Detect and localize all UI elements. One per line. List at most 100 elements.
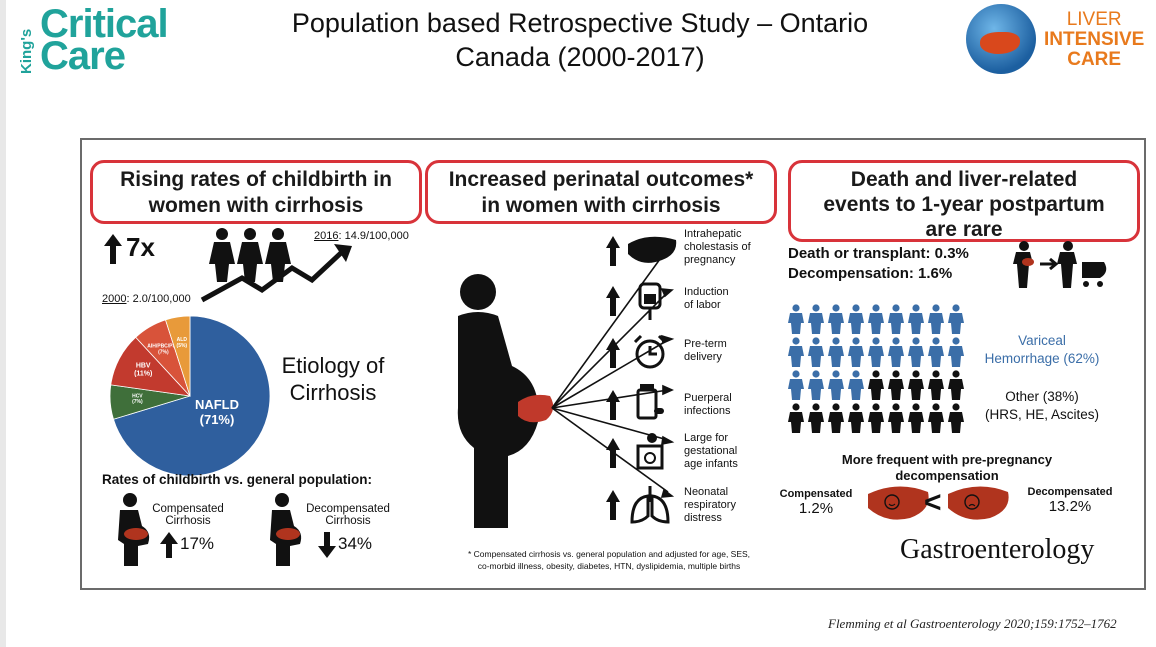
woman-figure-icon xyxy=(908,337,924,367)
graphical-abstract: Rising rates of childbirth in women with… xyxy=(80,138,1146,590)
outcome-label: Induction of labor xyxy=(684,286,729,312)
more-line1: More frequent with pre-pregnancy xyxy=(841,452,1053,467)
up-arrow-icon xyxy=(606,438,620,468)
footnote-line2: co-morbid illness, obesity, diabetes, HT… xyxy=(477,561,741,571)
woman-figure-icon xyxy=(808,403,824,433)
up-arrow-icon xyxy=(104,234,122,264)
woman-figure-icon xyxy=(808,304,824,334)
woman-figure-icon xyxy=(788,370,804,400)
logo-kings-text: King's xyxy=(18,28,35,74)
panel2-heading-box: Increased perinatal outcomes* in women w… xyxy=(425,160,777,224)
panel2-heading-line2: in women with cirrhosis xyxy=(481,194,721,217)
infant-scale-icon xyxy=(636,433,664,470)
compensated-compare-value: 1.2% xyxy=(798,500,834,517)
outcome-line: of labor xyxy=(684,299,721,311)
slide-title: Population based Retrospective Study – O… xyxy=(210,6,950,74)
variceal-hemorrhage-icon-array xyxy=(788,304,964,433)
logo-liver-text: LIVER xyxy=(1066,9,1122,30)
rate-2016-text: : 14.9/100,000 xyxy=(338,230,409,242)
pie-slice-ald xyxy=(165,315,191,397)
perinatal-footnote: * Compensated cirrhosis vs. general popu… xyxy=(442,548,776,572)
mother-baby-postpartum-icon xyxy=(1013,241,1107,288)
pregnant-woman-silhouette-icon xyxy=(457,274,539,528)
outcome-line: Puerperal xyxy=(684,392,732,404)
woman-figure-icon xyxy=(928,304,944,334)
outcome-line: Induction xyxy=(684,286,729,298)
woman-figure-icon xyxy=(828,403,844,433)
childbirth-trend-graphic xyxy=(104,228,352,303)
variceal-line1: Variceal xyxy=(1018,333,1066,348)
citation: Flemming et al Gastroenterology 2020;159… xyxy=(828,616,1117,631)
compensated-label: Compensated Cirrhosis xyxy=(148,503,228,527)
slide-title-line2: Canada (2000-2017) xyxy=(455,42,705,72)
woman-figure-icon xyxy=(948,337,964,367)
liver-icon xyxy=(518,394,554,423)
outcome-label: Neonatal respiratory distress xyxy=(684,486,736,525)
year-2000-text: 2000 xyxy=(102,293,127,305)
panel3-heading-line2: events to 1-year postpartum xyxy=(823,193,1105,216)
variceal-line2: Hemorrhage (62%) xyxy=(984,351,1100,366)
compensated-value: 17% xyxy=(180,534,215,553)
pregnant-woman-outcomes-graphic xyxy=(457,242,675,528)
liver-icon xyxy=(980,32,1020,54)
pie-label: HCV (7%) xyxy=(132,393,143,405)
panel2-heading-line1: Increased perinatal outcomes* xyxy=(448,168,754,191)
death-decomp-stats: Death or transplant: 0.3% Decompensation… xyxy=(788,244,969,284)
etiology-pie-chart: NAFLD (71%) HCV (7%) HBV (11%) AIH/PBC/PSC (7%)… xyxy=(109,315,271,477)
pie-label: AIH/PBC/PSC (7%) xyxy=(147,344,180,356)
woman-figure-icon xyxy=(828,337,844,367)
outcome-label: Large for gestational age infants xyxy=(684,432,738,471)
up-arrow-icon xyxy=(606,490,620,520)
woman-figure-icon xyxy=(788,403,804,433)
up-arrow-icon xyxy=(606,236,620,266)
decompensated-compare-value: 13.2% xyxy=(1048,498,1092,515)
outcome-label: Pre-term delivery xyxy=(684,338,727,364)
outcome-line: distress xyxy=(684,512,722,524)
up-arrow-icon xyxy=(160,532,178,558)
rate-2016: 2016: 14.9/100,000 xyxy=(314,230,409,242)
multiplier-text: 7x xyxy=(126,232,155,262)
woman-figure-icon xyxy=(788,304,804,334)
woman-figure-icon xyxy=(828,304,844,334)
liver-intensive-care-logo: LIVER INTENSIVE CARE xyxy=(962,2,1152,78)
outcome-label: Intrahepatic cholestasis of pregnancy xyxy=(684,228,751,267)
less-than-symbol: < xyxy=(924,486,942,519)
other-line2: (HRS, HE, Ascites) xyxy=(984,407,1100,422)
woman-figure-icon xyxy=(888,370,904,400)
woman-figure-icon xyxy=(928,337,944,367)
year-2016-text: 2016 xyxy=(314,230,339,242)
compensated-compare-label: Compensated xyxy=(779,488,853,500)
pregnant-woman-icon-compensated xyxy=(118,493,150,566)
variceal-label: Variceal Hemorrhage (62%) xyxy=(982,332,1102,368)
outcome-label: Puerperal infections xyxy=(684,392,732,418)
woman-figure-icon xyxy=(868,304,884,334)
decompensated-compare-label: Decompensated xyxy=(1027,486,1113,498)
outcome-line: respiratory xyxy=(684,499,736,511)
liver-comparison-graphic xyxy=(868,486,1009,520)
lungs-icon xyxy=(630,486,670,524)
footnote-line1: * Compensated cirrhosis vs. general popu… xyxy=(467,549,751,559)
medicine-bottle-icon xyxy=(636,384,664,420)
rate-2000: 2000: 2.0/100,000 xyxy=(102,293,191,305)
woman-figure-icon xyxy=(848,370,864,400)
compensated-line1: Compensated xyxy=(152,503,224,515)
panel3-heading-line3: are rare xyxy=(925,218,1003,241)
death-transplant-text: Death or transplant: 0.3% xyxy=(788,245,969,262)
woman-figure-icon xyxy=(848,403,864,433)
decompensated-compare: Decompensated 13.2% xyxy=(1022,486,1118,515)
up-arrow-icon xyxy=(606,286,620,316)
woman-figure-icon xyxy=(808,337,824,367)
up-arrow-icon xyxy=(606,390,620,420)
woman-figure-icon xyxy=(908,304,924,334)
woman-figure-icon xyxy=(808,370,824,400)
woman-figure-icon xyxy=(908,403,924,433)
logo-care-text: Care xyxy=(40,34,126,78)
woman-figure-icon xyxy=(848,304,864,334)
compensated-compare: Compensated 1.2% xyxy=(776,488,856,517)
outcome-line: delivery xyxy=(684,351,722,363)
pie-label: HBV (11%) xyxy=(134,363,152,378)
compensated-line2: Cirrhosis xyxy=(165,515,211,527)
slide-title-line1: Population based Retrospective Study – O… xyxy=(291,8,869,38)
outcome-line: pregnancy xyxy=(684,254,736,266)
panel3-heading-line1: Death and liver-related xyxy=(850,168,1078,191)
